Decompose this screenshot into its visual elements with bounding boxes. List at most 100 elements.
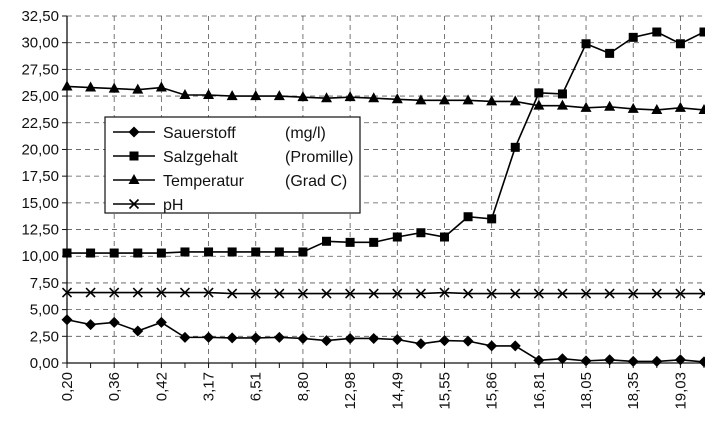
legend: Sauerstoff (mg/l) Salzgehalt (Promille) Temp… xyxy=(104,116,361,214)
data-point-sauerstoff xyxy=(61,314,73,326)
data-point-temperatur xyxy=(179,89,191,100)
legend-label-ph: pH xyxy=(163,197,183,214)
data-point-ph xyxy=(533,288,544,299)
data-point-sauerstoff xyxy=(580,355,592,367)
data-point-ph xyxy=(651,288,662,299)
data-point-sauerstoff xyxy=(321,335,333,347)
data-point-ph xyxy=(321,288,332,299)
legend-marker-sauerstoff xyxy=(128,126,140,138)
data-point-ph xyxy=(203,287,214,298)
y-tick-label: 25,00 xyxy=(21,88,59,105)
x-tick-label: 0,36 xyxy=(106,372,123,401)
data-point-ph xyxy=(297,288,308,299)
data-point-temperatur xyxy=(85,81,97,92)
x-tick-label: 16,81 xyxy=(531,372,548,410)
data-point-salzgehalt xyxy=(416,228,426,238)
data-point-salzgehalt xyxy=(392,232,402,242)
data-point-ph xyxy=(698,288,705,299)
data-point-salzgehalt xyxy=(322,236,332,246)
data-point-salzgehalt xyxy=(274,247,284,257)
data-point-salzgehalt xyxy=(251,247,261,257)
data-point-sauerstoff xyxy=(297,332,309,344)
legend-unit-salzgehalt: (Promille) xyxy=(285,149,353,166)
data-point-temperatur xyxy=(627,102,639,113)
data-point-sauerstoff xyxy=(533,354,545,366)
data-point-salzgehalt xyxy=(605,48,615,58)
x-tick-label: 15,55 xyxy=(436,372,453,410)
data-point-ph xyxy=(415,288,426,299)
series-ph xyxy=(61,287,705,299)
y-tick-label: 12,50 xyxy=(21,222,59,239)
data-point-sauerstoff xyxy=(179,331,191,343)
data-point-temperatur xyxy=(250,90,262,101)
data-point-temperatur xyxy=(344,91,356,102)
data-point-sauerstoff xyxy=(438,335,450,347)
y-tick-label: 10,00 xyxy=(21,248,59,265)
data-point-sauerstoff xyxy=(604,354,616,366)
data-point-sauerstoff xyxy=(85,319,97,331)
y-tick-label: 7,50 xyxy=(30,275,59,292)
data-point-salzgehalt xyxy=(439,232,449,242)
data-point-temperatur xyxy=(509,95,521,106)
data-point-sauerstoff xyxy=(462,335,474,347)
x-tick-label: 19,03 xyxy=(672,372,689,410)
legend-unit-sauerstoff: (mg/l) xyxy=(285,125,326,142)
y-tick-label: 30,00 xyxy=(21,35,59,52)
y-tick-label: 0,00 xyxy=(30,355,59,372)
data-point-sauerstoff xyxy=(391,334,403,346)
x-tick-label: 14,49 xyxy=(389,372,406,410)
data-point-temperatur xyxy=(674,101,686,112)
data-point-sauerstoff xyxy=(155,316,167,328)
series-sauerstoff xyxy=(61,314,705,368)
data-point-sauerstoff xyxy=(556,353,568,365)
y-tick-label: 2,50 xyxy=(30,328,59,345)
data-point-salzgehalt xyxy=(298,247,308,257)
data-point-ph xyxy=(179,287,191,298)
data-point-sauerstoff xyxy=(698,356,705,368)
data-point-salzgehalt xyxy=(581,39,591,49)
legend-marker-temperatur xyxy=(128,174,140,184)
data-point-temperatur xyxy=(556,99,568,110)
series-layer xyxy=(61,27,705,368)
data-point-temperatur xyxy=(321,92,333,103)
data-point-salzgehalt xyxy=(133,248,143,258)
data-point-ph xyxy=(557,288,568,299)
legend-label-temperatur: Temperatur xyxy=(163,173,245,190)
x-tick-label: 8,80 xyxy=(295,372,312,401)
data-point-temperatur xyxy=(155,81,167,92)
data-point-ph xyxy=(439,287,450,298)
y-tick-label: 32,50 xyxy=(21,8,59,25)
data-point-salzgehalt xyxy=(86,248,96,258)
data-point-ph xyxy=(109,287,120,298)
series-line-temperatur xyxy=(66,85,705,111)
data-point-ph xyxy=(580,288,592,299)
data-point-temperatur xyxy=(61,80,73,91)
x-tick-label: 15,86 xyxy=(484,372,501,410)
y-tick-label: 5,00 xyxy=(30,302,59,319)
y-tick-label: 20,00 xyxy=(21,141,59,158)
data-point-ph xyxy=(156,287,167,298)
data-point-temperatur xyxy=(391,93,403,104)
x-tick-label: 3,17 xyxy=(201,372,218,401)
x-tick-label: 12,98 xyxy=(342,372,359,410)
data-point-ph xyxy=(368,288,379,299)
data-point-sauerstoff xyxy=(415,338,427,350)
data-point-sauerstoff xyxy=(108,316,120,328)
data-point-ph xyxy=(61,287,73,298)
data-point-temperatur xyxy=(226,90,238,101)
legend-label-salzgehalt: Salzgehalt xyxy=(163,149,238,166)
data-point-sauerstoff xyxy=(627,355,639,367)
series-salzgehalt xyxy=(62,27,705,258)
data-point-salzgehalt xyxy=(345,237,355,247)
data-point-ph xyxy=(486,288,497,299)
series-temperatur xyxy=(61,80,705,114)
data-point-temperatur xyxy=(486,95,498,106)
data-point-salzgehalt xyxy=(487,214,497,224)
data-point-ph xyxy=(463,288,474,299)
legend-marker-ph xyxy=(128,198,140,210)
y-tick-label: 27,50 xyxy=(21,61,59,78)
data-point-salzgehalt xyxy=(628,32,638,42)
legend-label-sauerstoff: Sauerstoff xyxy=(163,125,236,142)
data-point-temperatur xyxy=(533,99,545,110)
data-point-ph xyxy=(510,288,521,299)
